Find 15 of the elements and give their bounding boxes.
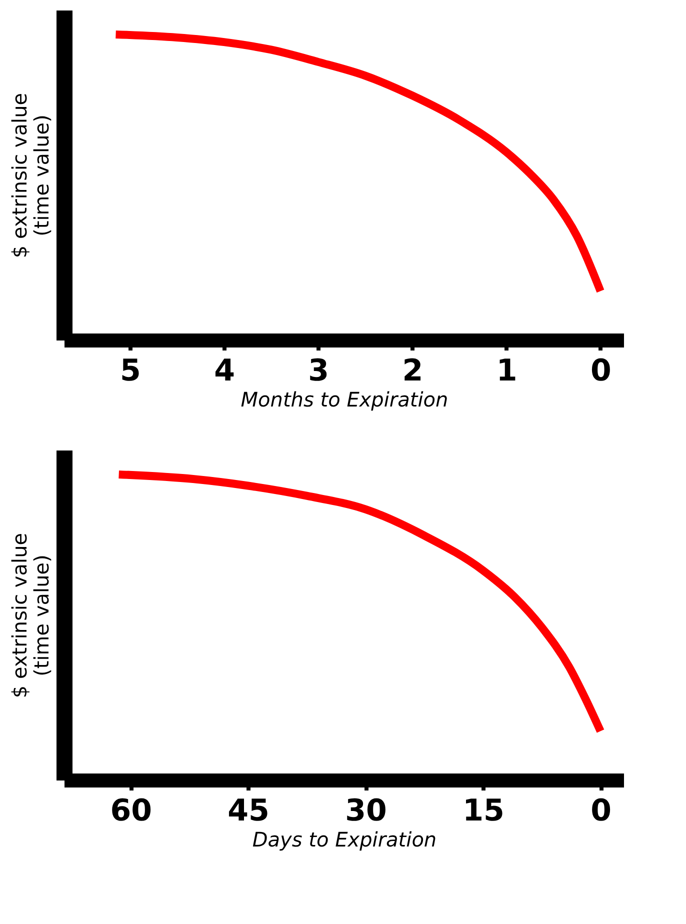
x-tick-label: 1 bbox=[496, 354, 518, 388]
x-tick-label: 3 bbox=[308, 354, 330, 388]
y-axis-title: $ extrinsic value (time value) bbox=[8, 532, 54, 698]
x-tick-label: 60 bbox=[110, 794, 152, 828]
x-tick-label: 15 bbox=[462, 794, 504, 828]
x-tick-label: 30 bbox=[345, 794, 387, 828]
x-axis-title: Months to Expiration bbox=[240, 388, 448, 412]
x-tick-label: 5 bbox=[120, 354, 141, 388]
x-tick-label: 0 bbox=[590, 354, 612, 388]
x-tick-label: 4 bbox=[214, 354, 235, 388]
y-axis-title: $ extrinsic value (time value) bbox=[8, 92, 54, 258]
x-tick-label: 0 bbox=[590, 794, 612, 828]
x-tick-label: 45 bbox=[228, 794, 270, 828]
x-tick-label: 2 bbox=[402, 354, 424, 388]
x-axis-title: Days to Expiration bbox=[252, 828, 437, 852]
